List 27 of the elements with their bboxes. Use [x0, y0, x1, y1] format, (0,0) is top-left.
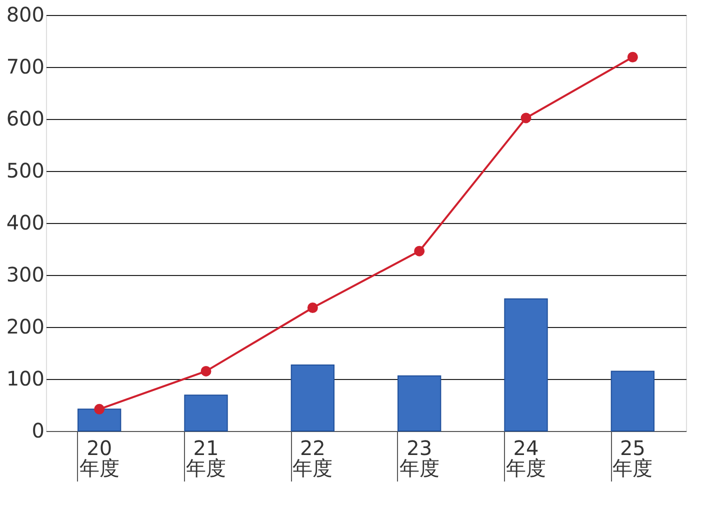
y-tick-label: 700 [6, 54, 44, 78]
y-tick-label: 600 [6, 106, 44, 130]
bar [184, 394, 228, 432]
point [94, 404, 105, 414]
y-tick-label: 800 [6, 2, 44, 26]
y-tick-label: 0 [32, 418, 44, 442]
x-tick-label: 21 年度 [186, 436, 226, 480]
bar [398, 375, 442, 432]
bar [290, 364, 334, 432]
bar [610, 370, 654, 432]
x-tick-label: 20 年度 [79, 436, 120, 480]
y-tick-label: 200 [6, 314, 44, 338]
y-tick-label: 300 [6, 262, 44, 286]
x-tick-label: 25 年度 [612, 436, 653, 480]
bar [504, 298, 548, 432]
y-tick-label: 500 [6, 158, 44, 182]
y-tick-label: 100 [6, 366, 44, 390]
point [627, 52, 638, 62]
x-tick-label: 22 年度 [292, 436, 333, 480]
x-tick-label: 24 年度 [506, 436, 546, 480]
bar [78, 408, 122, 432]
x-tick-label: 23 年度 [399, 436, 440, 480]
point [200, 366, 212, 376]
point [520, 112, 532, 124]
point [307, 302, 318, 313]
y-tick-label: 400 [6, 210, 44, 234]
point [414, 246, 425, 256]
